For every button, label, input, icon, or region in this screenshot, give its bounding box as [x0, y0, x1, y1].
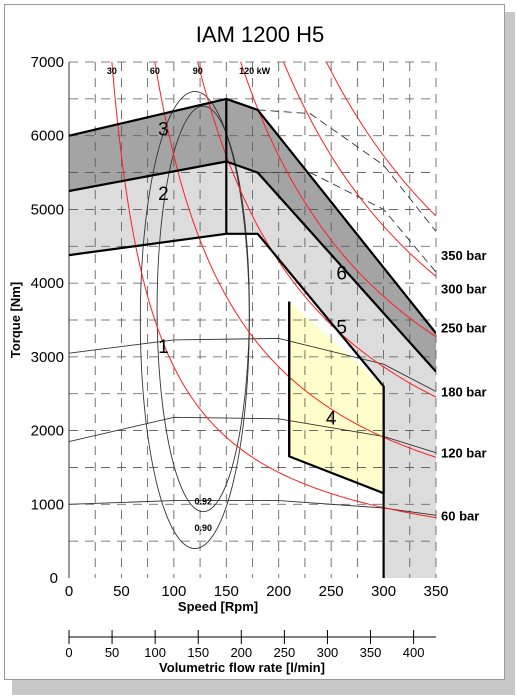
efficiency-label: 0.90: [194, 523, 212, 533]
x-tick-label: 100: [161, 583, 186, 600]
region-4-fill: [289, 301, 384, 494]
pressure-60-line: [69, 500, 436, 516]
region-fills: [69, 98, 436, 578]
pressure-180-line: [69, 337, 436, 392]
y-tick-label: 0: [50, 570, 58, 587]
secondary-axis: 0 50 100 150 200 250 300 350 400: [65, 630, 436, 660]
power-label: 90: [193, 66, 203, 76]
secondary-tick-label: 300: [317, 645, 339, 660]
region-4-label: 4: [326, 409, 337, 430]
pressure-label: 350 bar: [441, 248, 487, 263]
power-curve-90: [197, 62, 436, 398]
region-1-label: 1: [158, 337, 169, 358]
efficiency-0.92-contour: [156, 105, 250, 513]
pressure-label: 250 bar: [441, 320, 487, 335]
secondary-tick-label: 200: [230, 645, 252, 660]
region-3-label: 3: [158, 120, 169, 141]
power-label: 120 kW: [239, 66, 271, 76]
y-tick-label: 2000: [31, 423, 64, 440]
region-3-fill: [69, 98, 436, 357]
region-6-label: 6: [336, 263, 347, 284]
power-curve-30: [111, 62, 436, 519]
x-tick-label: 300: [371, 583, 396, 600]
secondary-tick-label: 350: [360, 645, 382, 660]
power-curve-60: [154, 62, 436, 458]
region-6-fill: [257, 109, 436, 372]
power-label: 60: [150, 66, 160, 76]
x-tick-label: 350: [423, 583, 448, 600]
y-tick-label: 7000: [31, 54, 64, 71]
pressure-label: 120 bar: [441, 446, 487, 461]
x-axis-label: Speed [Rpm]: [178, 599, 258, 614]
secondary-tick-label: 100: [144, 645, 166, 660]
y-tick-label: 1000: [31, 496, 64, 513]
power-label: 30: [107, 66, 117, 76]
x-tick-label: 250: [319, 583, 344, 600]
y-tick-label: 3000: [31, 349, 64, 366]
pressure-label: 180 bar: [441, 385, 487, 400]
secondary-tick-label: 400: [403, 645, 425, 660]
pressure-label: 300 bar: [441, 281, 487, 296]
power-curves: [111, 62, 436, 519]
grid: [68, 61, 437, 578]
efficiency-label: 0.92: [194, 497, 212, 507]
secondary-tick-label: 50: [105, 645, 119, 660]
pressure-120-line: [69, 416, 436, 454]
thin-curves: [69, 91, 436, 549]
chart-labels: 0 50 100 150 200 250 300 3500100020003000400050…: [31, 54, 487, 600]
x-tick-label: 150: [214, 583, 239, 600]
boundary-mid: [69, 160, 436, 373]
region-5-label: 5: [336, 317, 347, 338]
y-tick-label: 5000: [31, 201, 64, 218]
secondary-tick-label: 150: [187, 645, 209, 660]
chart-title: IAM 1200 H5: [196, 22, 324, 47]
y-tick-label: 4000: [31, 275, 64, 292]
power-curve-150: [283, 62, 436, 277]
region-2-label: 2: [158, 184, 169, 205]
secondary-tick-label: 250: [274, 645, 296, 660]
power-curve-180: [325, 62, 436, 217]
x-tick-label: 50: [113, 583, 130, 600]
x-tick-label: 0: [65, 583, 73, 600]
boundary-lines: [69, 97, 436, 578]
pressure-label: 60 bar: [441, 508, 479, 523]
y-tick-label: 6000: [31, 128, 64, 145]
secondary-tick-label: 0: [65, 645, 72, 660]
pressure-300-line: [257, 172, 436, 273]
secondary-axis-label: Volumetric flow rate [l/min]: [159, 660, 325, 675]
pressure-350-line: [257, 109, 436, 232]
boundary-top: [69, 97, 436, 334]
power-curve-120: [240, 62, 436, 338]
x-tick-label: 200: [266, 583, 291, 600]
y-axis-label: Torque [Nm]: [8, 282, 23, 358]
